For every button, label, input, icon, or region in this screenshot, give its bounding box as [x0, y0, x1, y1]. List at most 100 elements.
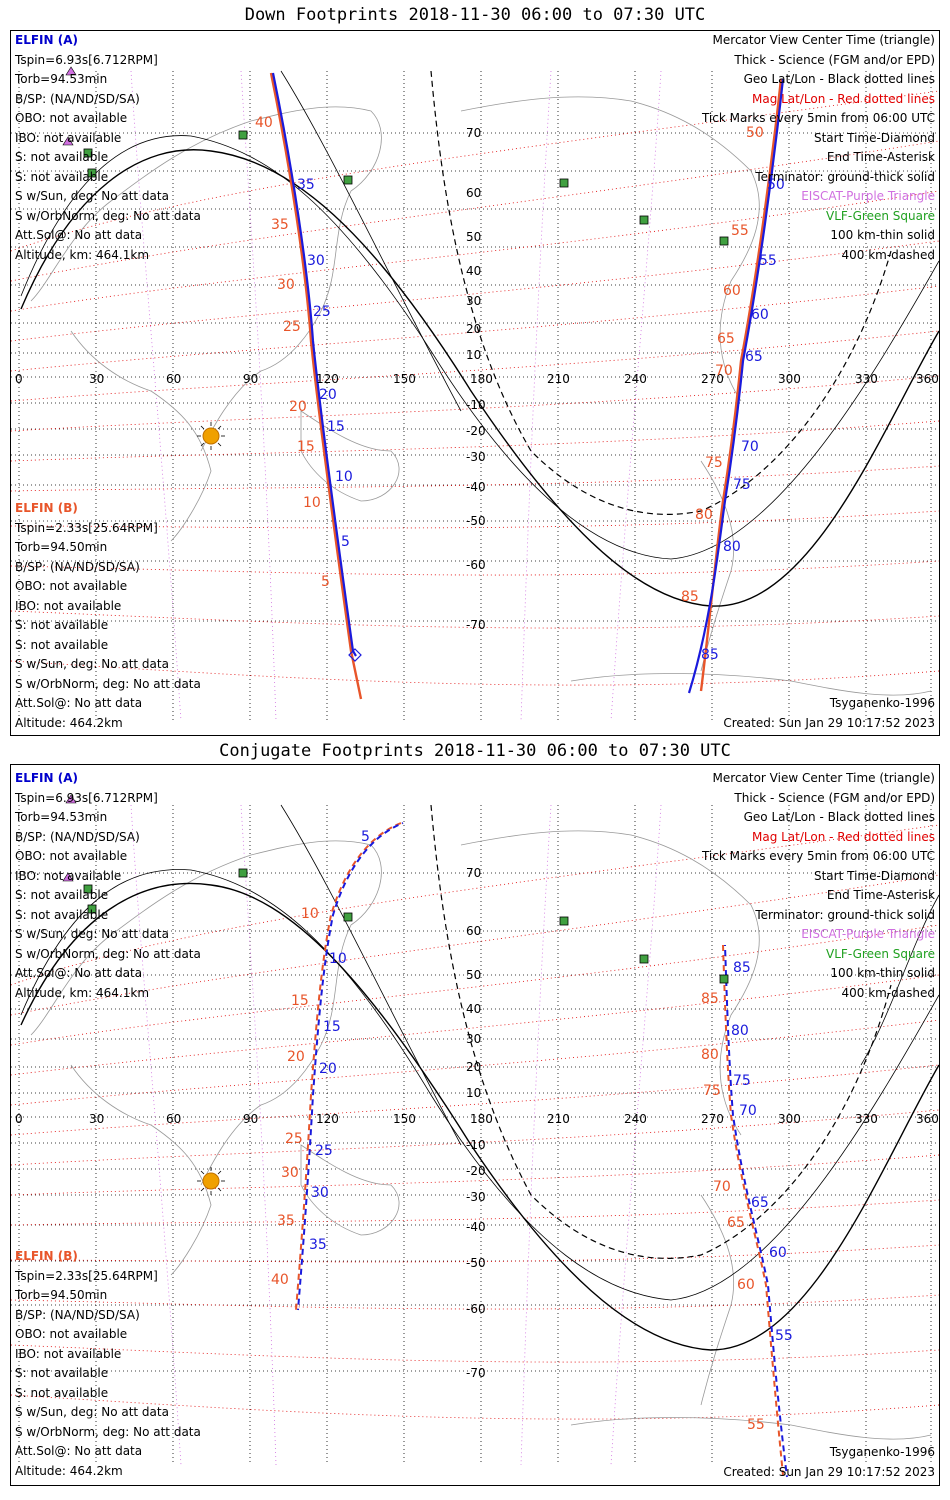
lat-tick-label: 30: [466, 294, 481, 308]
vlf-square-icon: [238, 130, 248, 140]
track-tick-label: 20: [319, 1061, 337, 1077]
track-tick-label: 15: [323, 1019, 341, 1035]
legend-item: 100 km-thin solid: [830, 966, 935, 980]
lon-tick-label: 270: [701, 1112, 724, 1126]
track-tick-label: 35: [277, 1213, 295, 1229]
legend-item: 400 km-dashed: [841, 247, 935, 262]
lat-tick-label: -60: [466, 558, 486, 572]
elfin-a-header: ELFIN (A): [15, 33, 78, 47]
lon-tick-label: 60: [166, 1112, 181, 1126]
lat-tick-label: -30: [466, 450, 486, 464]
lon-tick-label: 300: [778, 1112, 801, 1126]
legend-item: Geo Lat/Lon - Black dotted lines: [743, 810, 935, 824]
elfin-a-header: ELFIN (A): [15, 771, 78, 785]
track-tick-label: 15: [291, 993, 309, 1009]
info-line: S w/Sun, deg: No att data: [15, 657, 169, 671]
sun-icon: [197, 422, 225, 450]
orbit-track-a: [269, 72, 785, 700]
lon-tick-label: 360: [916, 1112, 939, 1126]
lon-tick-label: 330: [855, 1112, 878, 1126]
lon-tick-label: 150: [393, 372, 416, 386]
track-tick-label: 70: [715, 363, 733, 379]
track-tick-label: 55: [759, 253, 777, 269]
track-tick-label: 75: [733, 1073, 751, 1089]
lon-tick-label: 30: [89, 1112, 104, 1126]
lat-tick-label: 30: [466, 1032, 481, 1046]
info-line: S w/OrbNorm, deg: No att data: [15, 1424, 201, 1439]
info-line: S w/Sun, deg: No att data: [15, 1405, 169, 1419]
legend-item: Mag Lat/Lon - Red dotted lines: [751, 829, 935, 844]
info-line: B/SP: (NA/ND/SD/SA): [15, 91, 140, 106]
track-tick-label: 75: [703, 1083, 721, 1099]
track-tick-label: 85: [701, 647, 719, 663]
track-tick-label: 55: [731, 223, 749, 239]
elfin-b-header: ELFIN (B): [15, 501, 78, 515]
lat-tick-label: 10: [466, 1086, 481, 1100]
legend-item: Mercator View Center Time (triangle): [712, 33, 935, 47]
track-tick-label: 30: [277, 277, 295, 293]
lon-tick-label: 0: [15, 1112, 23, 1126]
map-panel-down: 0 30 60 90 120 150 180 210 240 270 300 3…: [10, 30, 940, 736]
legend-item: Geo Lat/Lon - Black dotted lines: [743, 72, 935, 86]
mag-grid: [11, 90, 939, 686]
vlf-square-icon: [87, 168, 97, 178]
terminator-curves: [20, 70, 939, 607]
lon-tick-label: 360: [916, 372, 939, 386]
track-tick-label: 70: [741, 439, 759, 455]
eiscat-triangle-icon: [65, 66, 77, 76]
track-tick-label: 60: [769, 1245, 787, 1261]
info-line: S: not available: [15, 618, 109, 632]
legend-item: 400 km-dashed: [841, 985, 935, 1000]
lat-tick-label: -40: [466, 480, 486, 494]
track-tick-label: 50: [746, 125, 764, 141]
vlf-square-icon: [559, 178, 569, 188]
track-time-labels-blue-left: 35 30 25 20 15 10 5: [297, 177, 353, 550]
info-line: IBO: not available: [15, 868, 122, 883]
lat-tick-label: 20: [466, 322, 481, 336]
start-diamond-icon: [348, 648, 362, 662]
info-line: IBO: not available: [15, 130, 122, 145]
track-tick-label: 75: [733, 477, 751, 493]
track-tick-label: 80: [701, 1047, 719, 1063]
vlf-square-icon: [238, 868, 248, 878]
track-tick-label: 35: [309, 1237, 327, 1253]
info-line: OBO: not available: [15, 849, 128, 863]
track-tick-label: 80: [723, 539, 741, 555]
lon-tick-label: 300: [778, 372, 801, 386]
info-line: OBO: not available: [15, 111, 128, 125]
lat-tick-label: 20: [466, 1060, 481, 1074]
track-tick-label: 55: [747, 1417, 765, 1433]
lat-tick-label: -70: [466, 1366, 486, 1380]
legend-item: EISCAT-Purple Triangle: [801, 927, 935, 941]
info-line: B/SP: (NA/ND/SD/SA): [15, 829, 140, 844]
info-line: OBO: not available: [15, 579, 128, 593]
info-line: Torb=94.53min: [15, 72, 108, 86]
track-tick-label: 60: [737, 1277, 755, 1293]
lon-tick-label: 240: [624, 1112, 647, 1126]
info-line: B/SP: (NA/ND/SD/SA): [15, 1307, 140, 1322]
coastlines: [30, 830, 932, 1440]
info-line: Tspin=2.33s[25.64RPM]: [15, 520, 158, 535]
geo-grid-lon: [18, 71, 932, 721]
track-tick-label: 55: [775, 1328, 793, 1344]
track-tick-label: 70: [739, 1103, 757, 1119]
vlf-square-icon: [719, 974, 729, 984]
legend-item: Mercator View Center Time (triangle): [712, 771, 935, 785]
info-line: OBO: not available: [15, 1327, 128, 1341]
info-line: S: not available: [15, 169, 109, 184]
info-line: Altitude: 464.2km: [15, 715, 123, 730]
track-tick-label: 30: [307, 253, 325, 269]
legend-item: End Time-Asterisk: [826, 888, 935, 902]
track-tick-label: 40: [271, 1272, 289, 1288]
track-tick-label: 30: [311, 1185, 329, 1201]
lon-tick-label: 180: [470, 1112, 493, 1126]
info-line: Att.Sol@: No att data: [15, 966, 143, 980]
info-line: S: not available: [15, 907, 109, 922]
info-line: Att.Sol@: No att data: [15, 696, 143, 710]
lat-tick-label: 50: [466, 230, 481, 244]
vlf-square-icon: [719, 236, 729, 246]
legend-item: End Time-Asterisk: [826, 150, 935, 164]
mag-grid: [11, 824, 939, 1420]
info-line: S: not available: [15, 1366, 109, 1380]
track-tick-label: 20: [319, 387, 337, 403]
